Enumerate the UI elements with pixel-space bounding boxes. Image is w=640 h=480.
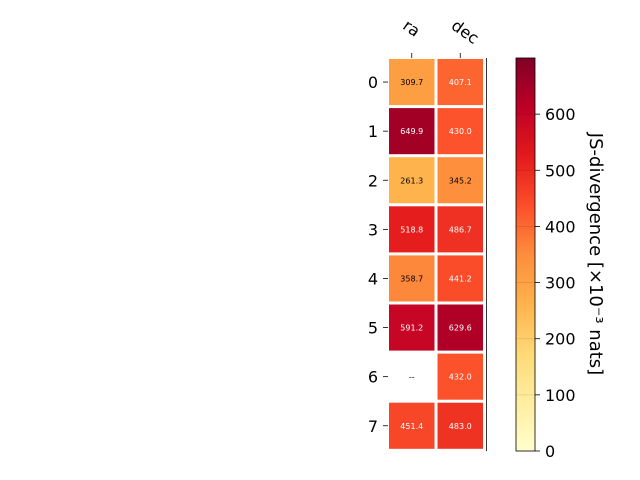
row-label: 2 [368, 171, 378, 190]
row-label: 7 [368, 417, 378, 436]
cell-value-label: 441.2 [449, 274, 472, 283]
cell-value-label: 483.0 [449, 422, 472, 431]
colorbar-ticks: 0 100 200 300 400 500 600 [516, 105, 576, 461]
cell-value-label: 345.2 [449, 176, 472, 185]
heatmap-cell [437, 108, 483, 155]
colorbar-tick-label: 600 [545, 105, 576, 124]
row-label: 4 [368, 269, 378, 288]
colorbar-tick-label: 200 [545, 330, 576, 349]
heatmap-cell [437, 353, 483, 400]
cell-value-label: 261.3 [400, 176, 423, 185]
column-label: dec [448, 16, 482, 48]
colorbar-label: JS-divergence [×10⁻³ nats] [585, 132, 606, 375]
heatmap-cell [389, 108, 435, 155]
cell-value-label: 358.7 [400, 274, 423, 283]
heatmap-cell [389, 157, 435, 204]
heatmap-cell [389, 304, 435, 351]
row-label: 5 [368, 319, 378, 338]
row-labels: 0 1 2 3 4 5 6 7 [368, 73, 388, 436]
heatmap-cell [437, 255, 483, 302]
colorbar-tick-label: 0 [545, 442, 555, 461]
heatmap-cell [437, 157, 483, 204]
cell-value-label: -- [409, 373, 415, 382]
heatmap-cells: 309.7 407.1 649.9 430.0 261.3 345.2 518.8 486.7… [389, 59, 483, 449]
heatmap-cell [437, 304, 483, 351]
heatmap-cell [389, 402, 435, 449]
cell-value-label: 407.1 [449, 78, 472, 87]
row-label: 1 [368, 122, 378, 141]
heatmap-cell [389, 255, 435, 302]
colorbar-tick-label: 100 [545, 386, 576, 405]
column-labels: ra dec [399, 16, 482, 58]
row-label: 3 [368, 220, 378, 239]
row-label: 6 [368, 368, 378, 387]
column-label: ra [399, 16, 423, 41]
cell-value-label: 518.8 [400, 225, 423, 234]
heatmap-cell [389, 59, 435, 106]
colorbar-tick-label: 400 [545, 217, 576, 236]
heatmap-cell [389, 206, 435, 253]
cell-value-label: 649.9 [400, 127, 423, 136]
heatmap-cell [437, 206, 483, 253]
cell-value-label: 629.6 [449, 324, 472, 333]
cell-value-label: 309.7 [400, 78, 423, 87]
colorbar-tick-label: 500 [545, 161, 576, 180]
cell-value-label: 451.4 [400, 422, 423, 431]
cell-value-label: 591.2 [400, 324, 423, 333]
colorbar-tick-label: 300 [545, 274, 576, 293]
heatmap-cell [437, 402, 483, 449]
cell-value-label: 432.0 [449, 373, 472, 382]
row-label: 0 [368, 73, 378, 92]
colorbar [515, 57, 536, 452]
cell-value-label: 430.0 [449, 127, 472, 136]
heatmap-cell [437, 59, 483, 106]
cell-value-label: 486.7 [449, 225, 472, 234]
